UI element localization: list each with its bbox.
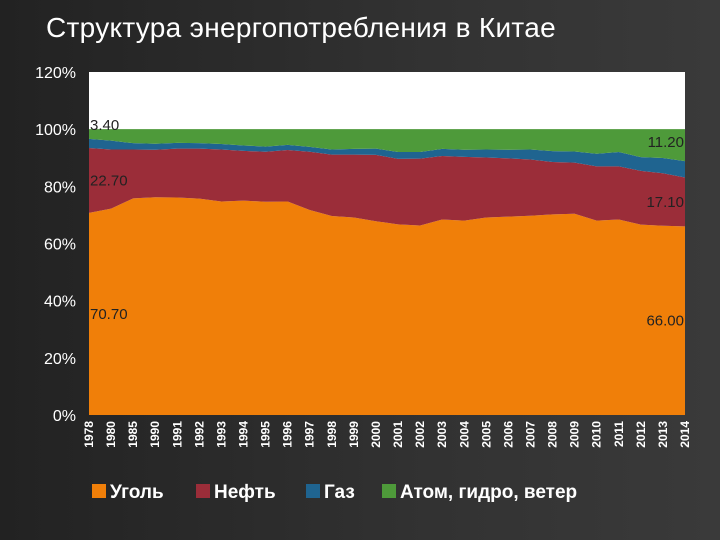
x-tick-label: 1985 [126, 421, 140, 448]
x-tick-label: 1978 [82, 421, 96, 448]
x-tick-label: 2000 [369, 421, 383, 448]
x-tick-label: 1996 [281, 421, 295, 448]
x-tick-label: 2004 [457, 421, 471, 448]
y-tick-label: 0% [53, 408, 76, 425]
data-label-start: 22.70 [90, 172, 128, 189]
x-tick-label: 1994 [237, 421, 251, 448]
x-tick-label: 2007 [523, 421, 537, 448]
x-tick-label: 2014 [678, 421, 692, 448]
y-axis-ticks: 0% 20% 40% 60% 80% 100% 120% [35, 65, 76, 425]
y-tick-label: 40% [44, 294, 76, 311]
x-tick-label: 1995 [259, 421, 273, 448]
x-tick-label: 1997 [303, 421, 317, 448]
y-tick-label: 120% [35, 65, 76, 82]
data-label-end: 11.20 [648, 134, 684, 151]
x-tick-label: 2006 [501, 421, 515, 448]
x-tick-label: 2003 [435, 421, 449, 448]
area-series-3 [89, 129, 685, 162]
x-tick-label: 2012 [634, 421, 648, 448]
data-labels: 70.70 22.70 3.40 66.00 17.10 11.20 [90, 117, 684, 330]
x-tick-label: 1980 [104, 421, 118, 448]
x-tick-label: 2002 [413, 421, 427, 448]
x-tick-label: 1999 [347, 421, 361, 448]
area-series-0 [89, 197, 685, 415]
chart-title: Структура энергопотребления в Китае [46, 12, 556, 43]
area-series-2 [89, 138, 685, 178]
legend-label: Газ [324, 482, 355, 503]
legend-label: Атом, гидро, ветер [400, 482, 577, 503]
x-tick-label: 1991 [170, 421, 184, 448]
x-tick-label: 1998 [325, 421, 339, 448]
legend-label: Нефть [214, 482, 276, 503]
x-tick-label: 1993 [214, 421, 228, 448]
x-tick-label: 2008 [546, 421, 560, 448]
legend: Уголь Нефть Газ Атом, гидро, ветер [92, 482, 577, 503]
x-tick-label: 2013 [656, 421, 670, 448]
data-label-end: 17.10 [646, 194, 684, 211]
x-tick-label: 2011 [612, 421, 626, 447]
legend-swatch [196, 484, 210, 498]
x-tick-label: 1990 [148, 421, 162, 448]
y-tick-label: 20% [44, 351, 76, 368]
x-tick-label: 2001 [391, 421, 405, 448]
x-tick-label: 2010 [590, 421, 604, 448]
area-series-1 [89, 148, 685, 227]
y-tick-label: 80% [44, 179, 76, 196]
area-series-group [89, 129, 685, 415]
x-tick-label: 2005 [479, 421, 493, 448]
data-label-end: 66.00 [646, 313, 684, 330]
data-label-start: 3.40 [90, 117, 119, 134]
legend-swatch [306, 484, 320, 498]
legend-swatch [92, 484, 106, 498]
x-tick-label: 2009 [568, 421, 582, 448]
y-tick-label: 100% [35, 122, 76, 139]
legend-swatch [382, 484, 396, 498]
y-tick-label: 60% [44, 237, 76, 254]
data-label-start: 70.70 [90, 306, 128, 323]
x-tick-label: 1992 [192, 421, 206, 448]
legend-label: Уголь [110, 482, 164, 503]
x-axis-ticks: 1978 1980 1985 1990 1991 1992 1993 1994 1995 1996… [82, 421, 692, 448]
